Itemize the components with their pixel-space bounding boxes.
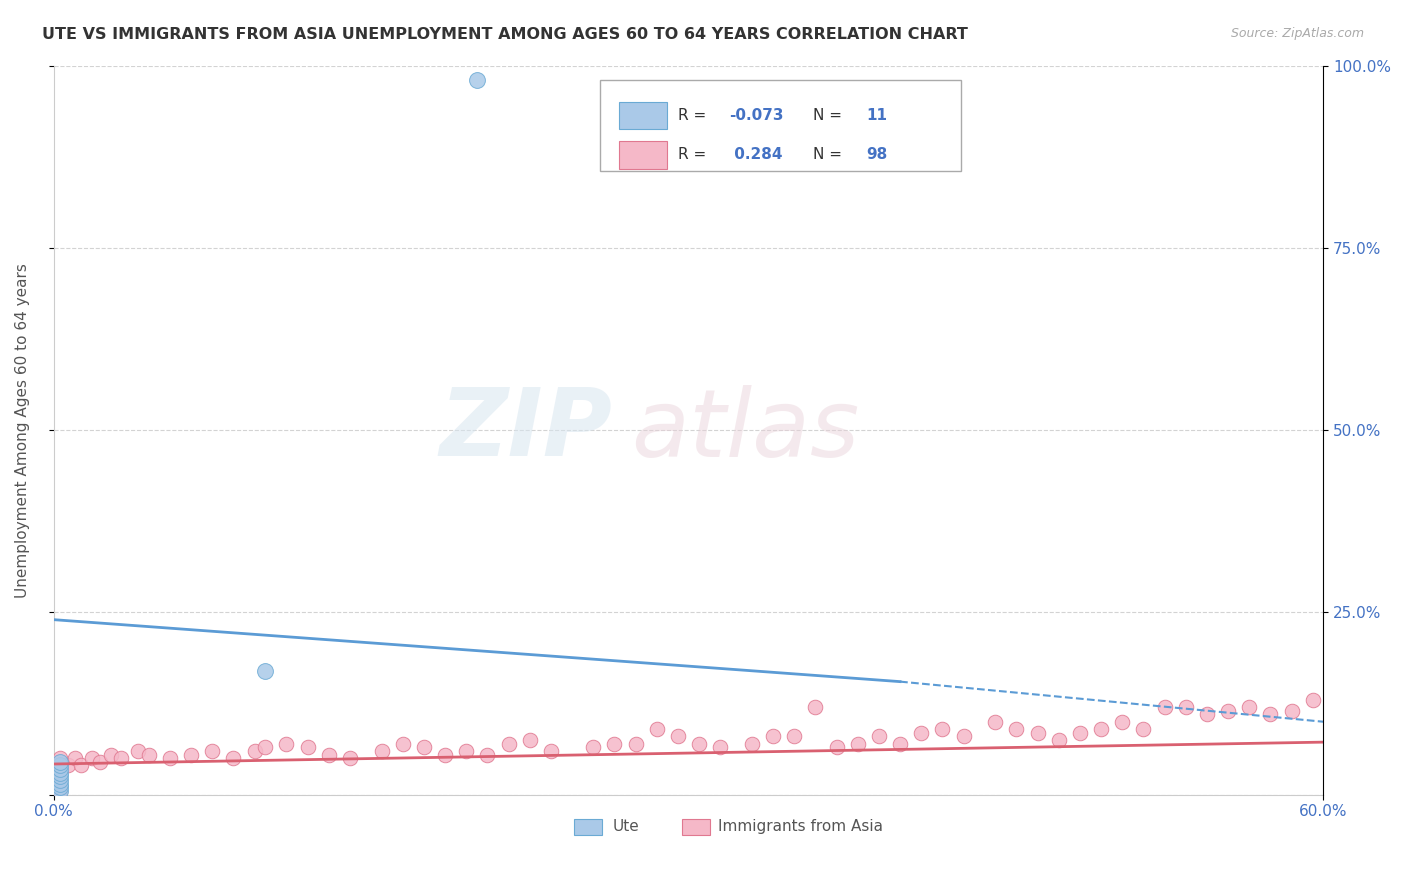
Point bbox=[58, 758, 80, 772]
Point bbox=[709, 740, 731, 755]
Text: N =: N = bbox=[813, 147, 846, 162]
Point bbox=[434, 747, 457, 762]
Point bbox=[1111, 714, 1133, 729]
Point bbox=[519, 733, 541, 747]
Text: UTE VS IMMIGRANTS FROM ASIA UNEMPLOYMENT AMONG AGES 60 TO 64 YEARS CORRELATION C: UTE VS IMMIGRANTS FROM ASIA UNEMPLOYMENT… bbox=[42, 27, 969, 42]
Text: N =: N = bbox=[813, 108, 846, 123]
Point bbox=[582, 740, 605, 755]
Point bbox=[138, 747, 160, 762]
Point bbox=[49, 784, 72, 798]
Text: ZIP: ZIP bbox=[440, 384, 612, 476]
Point bbox=[49, 758, 72, 772]
Point bbox=[1302, 693, 1324, 707]
Point bbox=[100, 747, 122, 762]
Point bbox=[984, 714, 1007, 729]
Point bbox=[1132, 722, 1154, 736]
Point bbox=[222, 751, 245, 765]
Point bbox=[825, 740, 848, 755]
Point bbox=[370, 744, 392, 758]
Point bbox=[49, 769, 72, 783]
Point bbox=[63, 751, 86, 765]
FancyBboxPatch shape bbox=[599, 80, 962, 171]
Point bbox=[846, 737, 869, 751]
Point bbox=[498, 737, 520, 751]
Text: Immigrants from Asia: Immigrants from Asia bbox=[717, 819, 883, 834]
Text: 11: 11 bbox=[866, 108, 887, 123]
Point bbox=[1090, 722, 1112, 736]
Point bbox=[1281, 704, 1303, 718]
Point bbox=[49, 762, 72, 776]
Point bbox=[254, 664, 277, 678]
Point bbox=[1047, 733, 1070, 747]
Point bbox=[127, 744, 149, 758]
Point bbox=[49, 780, 72, 795]
Point bbox=[180, 747, 202, 762]
Text: atlas: atlas bbox=[631, 384, 859, 475]
Text: -0.073: -0.073 bbox=[730, 108, 783, 123]
Point bbox=[1237, 700, 1260, 714]
Point bbox=[1069, 725, 1091, 739]
Point bbox=[910, 725, 932, 739]
Point bbox=[868, 729, 890, 743]
Point bbox=[339, 751, 361, 765]
Point bbox=[391, 737, 413, 751]
Bar bbox=[574, 819, 602, 835]
Text: Ute: Ute bbox=[612, 819, 638, 834]
Point bbox=[477, 747, 499, 762]
Point bbox=[49, 765, 72, 780]
Point bbox=[49, 780, 72, 795]
Text: R =: R = bbox=[678, 108, 711, 123]
Point bbox=[1026, 725, 1049, 739]
Point bbox=[80, 751, 103, 765]
Point bbox=[49, 784, 72, 798]
Y-axis label: Unemployment Among Ages 60 to 64 years: Unemployment Among Ages 60 to 64 years bbox=[15, 262, 30, 598]
Point bbox=[1174, 700, 1197, 714]
Point bbox=[540, 744, 562, 758]
Point bbox=[1260, 707, 1282, 722]
Point bbox=[49, 772, 72, 787]
Point bbox=[110, 751, 132, 765]
Point bbox=[931, 722, 953, 736]
Point bbox=[254, 740, 277, 755]
Point bbox=[624, 737, 647, 751]
Point bbox=[49, 765, 72, 780]
Point bbox=[49, 772, 72, 787]
Point bbox=[456, 744, 478, 758]
Point bbox=[465, 73, 488, 87]
Point bbox=[70, 758, 93, 772]
Point bbox=[49, 758, 72, 772]
Point bbox=[159, 751, 181, 765]
Point bbox=[762, 729, 785, 743]
Point bbox=[297, 740, 319, 755]
Point bbox=[783, 729, 806, 743]
Point bbox=[1153, 700, 1175, 714]
Point bbox=[645, 722, 668, 736]
Bar bbox=[682, 819, 710, 835]
Point bbox=[49, 755, 72, 769]
Point bbox=[741, 737, 763, 751]
Point bbox=[603, 737, 626, 751]
Text: 0.284: 0.284 bbox=[730, 147, 783, 162]
Point bbox=[201, 744, 224, 758]
Point bbox=[318, 747, 340, 762]
Bar bbox=[619, 102, 666, 129]
Point bbox=[243, 744, 266, 758]
Point bbox=[413, 740, 436, 755]
Point bbox=[666, 729, 689, 743]
Text: R =: R = bbox=[678, 147, 711, 162]
Point bbox=[49, 751, 72, 765]
Point bbox=[1195, 707, 1218, 722]
Point bbox=[1216, 704, 1239, 718]
Text: 98: 98 bbox=[866, 147, 887, 162]
Point bbox=[889, 737, 911, 751]
Point bbox=[1005, 722, 1028, 736]
Point bbox=[952, 729, 974, 743]
Point bbox=[276, 737, 298, 751]
Point bbox=[688, 737, 710, 751]
Point bbox=[804, 700, 827, 714]
Point bbox=[89, 755, 111, 769]
Bar bbox=[619, 141, 666, 169]
Point bbox=[49, 777, 72, 791]
Text: Source: ZipAtlas.com: Source: ZipAtlas.com bbox=[1230, 27, 1364, 40]
